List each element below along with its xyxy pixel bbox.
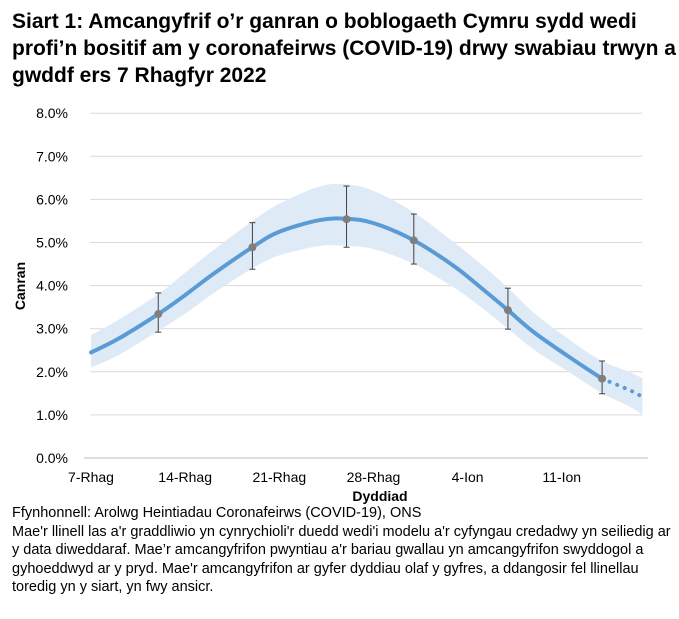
y-tick-label: 1.0% — [36, 407, 68, 423]
chart-notes: Ffynhonnell: Arolwg Heintiadau Coronafei… — [12, 504, 672, 597]
credible-interval-band — [91, 183, 643, 415]
y-tick-label: 0.0% — [36, 450, 68, 466]
y-tick-label: 7.0% — [36, 148, 68, 164]
estimate-point — [248, 243, 257, 252]
estimate-point — [342, 215, 351, 224]
x-tick-label: 4-Ion — [452, 469, 484, 485]
estimate-point — [503, 306, 512, 315]
estimate-point — [154, 310, 163, 319]
chart-svg: 0.0% 1.0% 2.0% 3.0% 4.0% 5.0% 6.0% 7.0% 8.0% 7-Rh… — [12, 105, 648, 504]
y-tick-label: 5.0% — [36, 235, 68, 251]
x-tick-label: 11-Ion — [542, 469, 581, 485]
y-tick-label: 4.0% — [36, 278, 68, 294]
y-tick-label: 3.0% — [36, 321, 68, 337]
x-axis-label: Dyddiad — [352, 488, 407, 504]
x-tick-label: 14-Rhag — [158, 469, 212, 485]
y-tick-label: 2.0% — [36, 364, 68, 380]
x-tick-label: 7-Rhag — [68, 469, 114, 485]
source-note: Ffynhonnell: Arolwg Heintiadau Coronafei… — [12, 505, 422, 521]
chart-title: Siart 1: Amcangyfrif o’r ganran o boblog… — [12, 10, 676, 87]
estimate-point — [598, 374, 607, 383]
y-tick-label: 6.0% — [36, 191, 68, 207]
estimate-point — [409, 236, 418, 245]
explanatory-note: Mae'r llinell las a'r graddliwio yn cynr… — [12, 523, 671, 596]
y-axis-label: Canran — [12, 262, 28, 310]
y-tick-label: 8.0% — [36, 105, 68, 121]
x-tick-label: 28-Rhag — [347, 469, 401, 485]
x-tick-label: 21-Rhag — [252, 469, 306, 485]
provisional-trend-line — [600, 376, 645, 399]
